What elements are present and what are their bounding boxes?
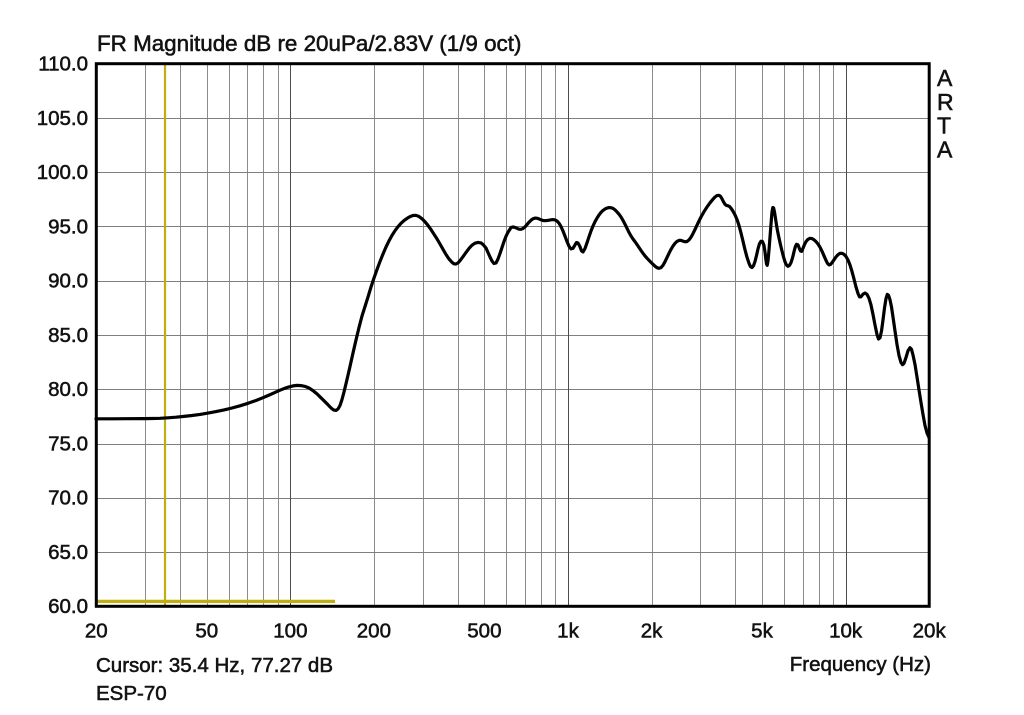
svg-text:Frequency (Hz): Frequency (Hz) [790,653,931,676]
svg-text:60.0: 60.0 [48,595,88,618]
svg-text:20k: 20k [913,620,947,643]
svg-text:70.0: 70.0 [48,487,88,510]
svg-text:95.0: 95.0 [48,215,88,238]
svg-text:90.0: 90.0 [48,270,88,293]
svg-text:100.0: 100.0 [37,161,88,184]
svg-text:A: A [937,65,953,91]
svg-text:Cursor: 35.4 Hz, 77.27 dB: Cursor: 35.4 Hz, 77.27 dB [96,654,333,677]
svg-text:5k: 5k [751,620,773,643]
svg-text:2k: 2k [641,620,663,643]
svg-text:500: 500 [467,620,501,643]
svg-text:100: 100 [273,620,307,643]
svg-text:80.0: 80.0 [48,378,88,401]
svg-text:R: R [937,89,954,115]
svg-text:50: 50 [195,620,218,643]
svg-text:200: 200 [357,620,391,643]
svg-text:105.0: 105.0 [37,107,88,130]
svg-text:A: A [937,136,953,162]
svg-text:FR Magnitude dB re 20uPa/2.83V: FR Magnitude dB re 20uPa/2.83V (1/9 oct) [97,31,521,56]
svg-text:65.0: 65.0 [48,541,88,564]
svg-text:T: T [937,113,951,139]
svg-text:110.0: 110.0 [38,53,88,76]
svg-text:20: 20 [85,620,108,643]
svg-text:85.0: 85.0 [48,324,88,347]
svg-text:ESP-70: ESP-70 [96,682,167,705]
svg-text:10k: 10k [829,620,863,643]
svg-text:1k: 1k [557,620,579,643]
svg-text:75.0: 75.0 [48,432,88,455]
